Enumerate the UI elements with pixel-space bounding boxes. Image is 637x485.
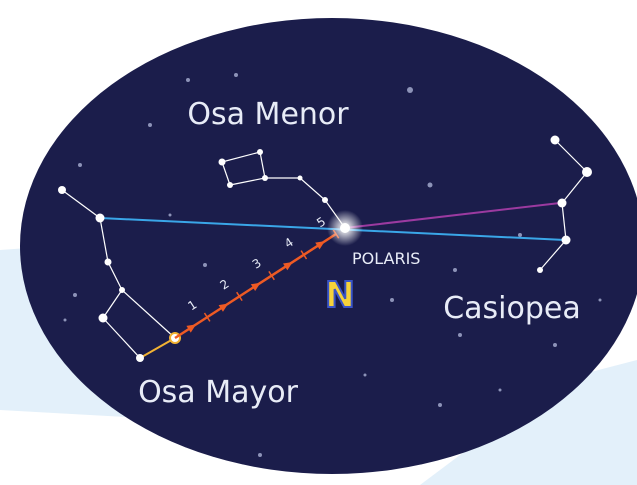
label: Casiopea	[443, 291, 581, 326]
polaris-star	[340, 223, 350, 233]
north-mark: N	[325, 275, 355, 316]
label: Osa Mayor	[138, 375, 299, 410]
label: Osa Menor	[187, 97, 349, 132]
sky	[20, 18, 637, 474]
page: {"labels": {"little_dipper": "Osa Menor"…	[0, 0, 637, 485]
sky-diagram: 12345 Osa Menor POLARIS N Casiopea Osa M…	[0, 0, 637, 485]
label: POLARIS	[352, 249, 420, 268]
